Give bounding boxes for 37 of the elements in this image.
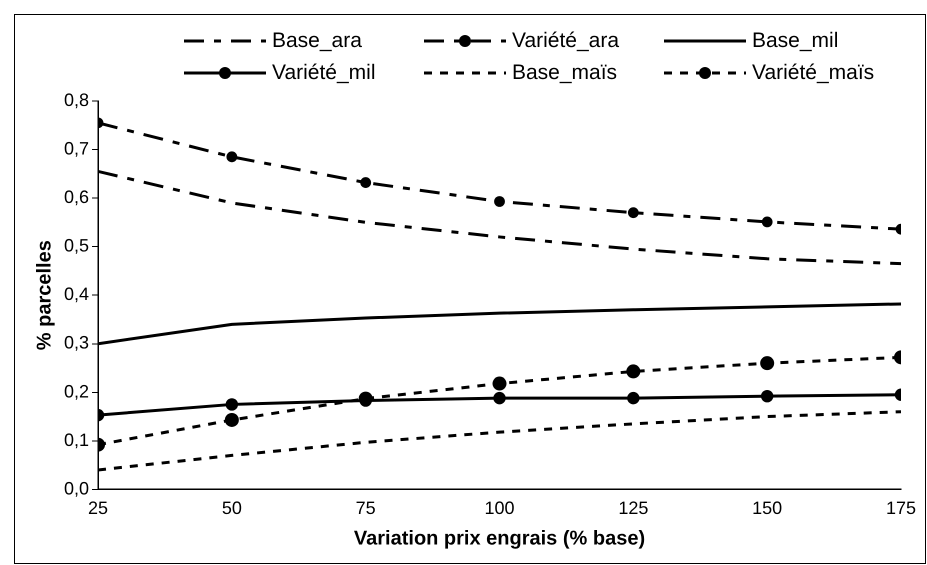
y-tick-label: 0,6 <box>64 187 90 208</box>
x-tick-label: 150 <box>752 498 782 518</box>
point <box>626 364 640 378</box>
point <box>762 216 773 228</box>
legend-label: Variété_ara <box>512 29 620 53</box>
legend-label: Base_ara <box>272 29 362 53</box>
point <box>760 356 774 370</box>
legend-label: Base_maïs <box>512 61 618 85</box>
point <box>627 392 640 404</box>
x-tick-label: 125 <box>618 498 648 518</box>
y-axis-title: % parcelles <box>34 240 56 350</box>
point <box>492 376 507 391</box>
x-tick-label: 175 <box>886 498 916 518</box>
point <box>226 151 238 162</box>
x-tick-label: 100 <box>484 498 515 518</box>
legend-label: Base_mil <box>752 29 838 53</box>
x-axis-title: Variation prix engrais (% base) <box>354 528 646 550</box>
point <box>226 398 238 411</box>
y-tick-label: 0,4 <box>64 284 90 304</box>
point <box>628 207 639 218</box>
y-tick-label: 0,8 <box>64 90 90 110</box>
point <box>760 390 774 402</box>
x-tick-label: 25 <box>88 498 108 518</box>
point <box>493 392 506 404</box>
y-tick-label: 0,0 <box>64 478 90 498</box>
point <box>494 196 505 207</box>
x-tick-label: 75 <box>356 498 376 518</box>
y-tick-label: 0,3 <box>64 332 90 353</box>
y-tick-label: 0,7 <box>64 138 90 159</box>
legend-label: Variété_mil <box>272 61 376 85</box>
x-tick-label: 50 <box>222 498 242 518</box>
point <box>360 177 372 188</box>
y-tick-label: 0,5 <box>64 236 90 256</box>
point <box>224 412 239 427</box>
y-tick-label: 0,2 <box>64 381 90 402</box>
legend-label: Variété_maïs <box>752 61 874 85</box>
y-tick-label: 0,1 <box>64 430 90 450</box>
